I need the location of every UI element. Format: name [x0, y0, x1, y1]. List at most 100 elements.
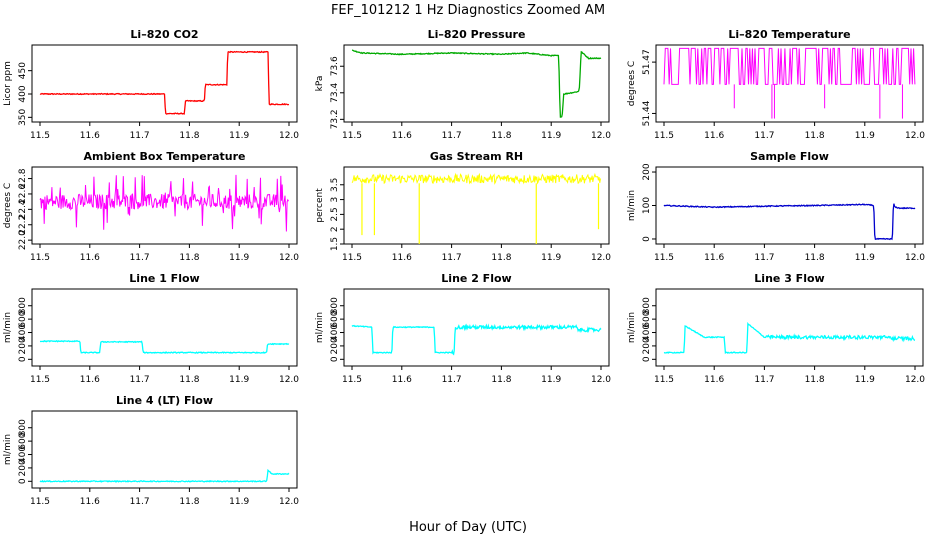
x-tick-label: 11.9	[229, 131, 249, 141]
x-tick-label: 11.8	[805, 131, 825, 141]
plot-frame	[655, 288, 924, 367]
x-tick-label: 11.8	[805, 375, 825, 385]
y-axis-label: percent	[315, 188, 325, 223]
y-tick-label: 22.4	[18, 199, 28, 219]
x-tick-label: 11.5	[30, 497, 50, 507]
panel-2: Li–820 Pressure 11.5 11.6 11.7 11.8 11.9 12.0 7…	[315, 28, 611, 141]
x-tick-label: 11.8	[179, 131, 199, 141]
y-axis-label: ml/min	[627, 312, 637, 343]
x-tick-label: 11.9	[855, 131, 875, 141]
plot-frame	[31, 166, 298, 245]
series-line	[351, 49, 602, 118]
x-tick-label: 11.5	[342, 253, 362, 263]
series-line	[351, 172, 601, 185]
x-tick-label: 11.7	[442, 253, 462, 263]
y-tick-label: 100	[642, 197, 652, 214]
x-tick-label: 11.8	[179, 375, 199, 385]
panel-title: Li–820 CO2	[130, 28, 198, 41]
y-axis-label: ml/min	[627, 190, 637, 221]
plot-frame	[343, 44, 610, 123]
x-tick-label: 11.9	[541, 253, 561, 263]
x-tick-label: 11.7	[130, 497, 150, 507]
x-tick-label: 11.8	[491, 375, 511, 385]
y-tick-label: 0	[18, 478, 28, 484]
x-tick-label: 11.6	[704, 131, 724, 141]
x-tick-label: 11.7	[130, 131, 150, 141]
plot-frame	[343, 166, 610, 245]
x-tick-label: 11.8	[805, 253, 825, 263]
x-tick-label: 11.9	[541, 375, 561, 385]
y-tick-label: 800	[330, 297, 340, 314]
x-tick-label: 11.9	[541, 131, 561, 141]
x-tick-label: 11.6	[80, 131, 100, 141]
plot-frame	[31, 44, 298, 123]
y-tick-label: 200	[642, 163, 652, 180]
x-tick-label: 12.0	[591, 253, 611, 263]
panel-1: Li–820 CO2 11.5 11.6 11.7 11.8 11.9 12.0 350 400…	[3, 28, 299, 141]
y-tick-label: 200	[18, 459, 28, 476]
y-tick-label: 600	[18, 432, 28, 449]
x-tick-label: 11.6	[392, 375, 412, 385]
y-tick-label: 73.4	[330, 83, 340, 103]
x-tick-label: 11.5	[342, 375, 362, 385]
y-axis-label: ml/min	[3, 434, 13, 465]
x-tick-label: 11.6	[392, 131, 412, 141]
plot-frame	[31, 288, 298, 367]
x-tick-label: 12.0	[905, 253, 925, 263]
y-tick-label: 200	[18, 337, 28, 354]
y-tick-label: 800	[18, 297, 28, 314]
series-line	[39, 174, 289, 232]
plot-frame	[655, 44, 924, 123]
x-tick-label: 11.8	[179, 497, 199, 507]
panel-title: Line 2 Flow	[441, 272, 511, 285]
y-tick-label: 0	[18, 356, 28, 362]
x-tick-label: 11.5	[654, 375, 674, 385]
x-tick-label: 12.0	[905, 375, 925, 385]
panel-title: Li–820 Temperature	[728, 28, 850, 41]
panel-8: Line 2 Flow 11.5 11.6 11.7 11.8 11.9 12.0 0 2004…	[315, 272, 611, 385]
panel-10: Line 4 (LT) Flow 11.5 11.6 11.7 11.8 11.9 12.0…	[3, 394, 299, 507]
panel-3: Li–820 Temperature 11.5 11.6 11.7 11.8 11.9 12…	[627, 28, 925, 141]
y-axis-label: kPa	[315, 76, 325, 92]
series-line	[663, 203, 916, 241]
x-tick-label: 11.8	[491, 253, 511, 263]
panel-9: Line 3 Flow 11.5 11.6 11.7 11.8 11.9 12.0 0 2004…	[627, 272, 925, 385]
y-axis-label: ml/min	[315, 312, 325, 343]
x-tick-label: 11.9	[855, 253, 875, 263]
x-tick-label: 11.7	[754, 131, 774, 141]
y-tick-label: 200	[330, 337, 340, 354]
panel-5: Gas Stream RH 11.5 11.6 11.7 11.8 11.9 12.0 1.5…	[315, 150, 611, 263]
y-tick-label: 400	[18, 446, 28, 463]
x-tick-label: 11.6	[80, 253, 100, 263]
panel-6: Sample Flow 11.5 11.6 11.7 11.8 11.9 12.0 0 100 2…	[627, 150, 925, 263]
x-tick-label: 11.8	[491, 131, 511, 141]
x-tick-label: 11.7	[442, 375, 462, 385]
plot-frame	[31, 410, 298, 489]
x-tick-label: 11.5	[30, 375, 50, 385]
panel-7: Line 1 Flow 11.5 11.6 11.7 11.8 11.9 12.0 0 2004…	[3, 272, 299, 385]
panel-title: Li–820 Pressure	[428, 28, 526, 41]
series-line	[351, 323, 602, 356]
y-tick-label: 3	[330, 197, 340, 203]
panel-title: Ambient Box Temperature	[84, 150, 246, 163]
y-tick-label: 22.8	[18, 168, 28, 188]
figure-title: FEF_101212 1 Hz Diagnostics Zoomed AM	[331, 3, 605, 18]
x-tick-label: 11.9	[229, 253, 249, 263]
series-line	[39, 340, 290, 355]
y-tick-label: 2	[330, 226, 340, 232]
x-tick-label: 12.0	[591, 131, 611, 141]
y-tick-label: 22.0	[18, 230, 28, 250]
y-tick-label: 350	[18, 108, 28, 125]
panel-grid: Li–820 CO2 11.5 11.6 11.7 11.8 11.9 12.0 350 400…	[3, 28, 925, 507]
y-tick-label: 0	[642, 356, 652, 362]
y-tick-label: 400	[642, 324, 652, 341]
x-tick-label: 11.6	[704, 253, 724, 263]
y-axis-label: degrees C	[627, 61, 637, 106]
x-tick-label: 11.5	[654, 131, 674, 141]
series-line	[663, 47, 916, 85]
y-tick-label: 800	[18, 419, 28, 436]
x-tick-label: 11.6	[80, 497, 100, 507]
x-tick-label: 11.6	[392, 253, 412, 263]
x-tick-label: 11.5	[30, 131, 50, 141]
series-line	[39, 468, 290, 483]
